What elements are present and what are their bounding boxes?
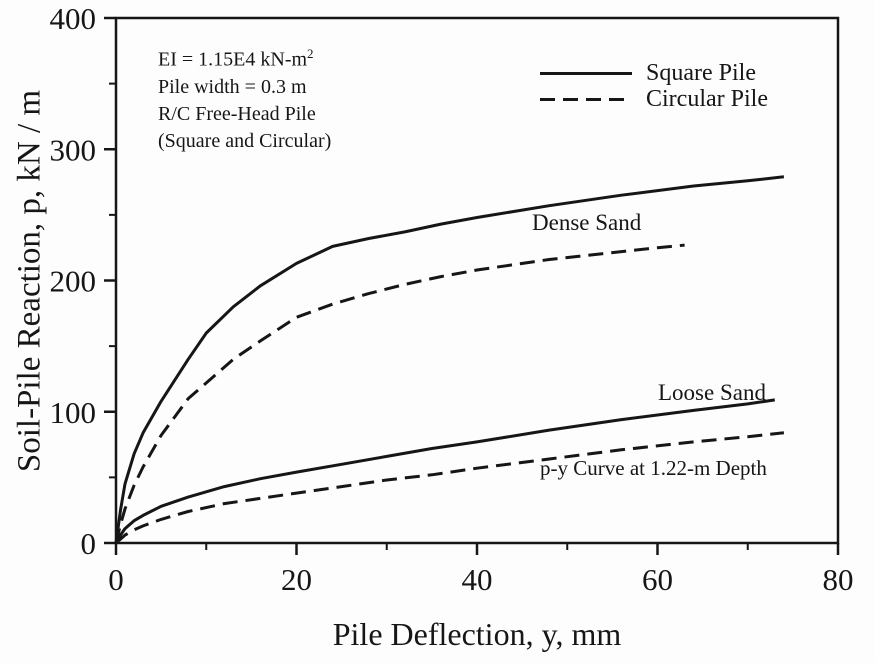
y-tick-label: 200	[50, 264, 97, 299]
dense-sand-label: Dense Sand	[532, 210, 642, 235]
dashed-line-sample	[540, 97, 632, 101]
legend-label-circular: Circular Pile	[646, 85, 768, 112]
legend-item-circular-pile: Circular Pile	[540, 86, 768, 112]
y-axis-title: Soil-Pile Reaction, p, kN / m	[11, 89, 48, 473]
x-tick-label: 0	[108, 562, 124, 597]
note-line-ei-text: EI = 1.15E4 kN-m	[158, 48, 308, 71]
curve-loose-sand-square-pile	[114, 398, 776, 544]
note-line-ei: EI = 1.15E4 kN-m2	[158, 40, 331, 74]
note-line-pile-type: R/C Free-Head Pile	[158, 102, 316, 125]
y-tick-label: 400	[50, 1, 97, 36]
x-axis-title: Pile Deflection, y, mm	[332, 616, 622, 652]
curve-dense-sand-square-pile	[114, 175, 785, 544]
solid-line-sample	[540, 71, 632, 75]
pile-properties-note: EI = 1.15E4 kN-m2 Pile width = 0.3 m R/C…	[158, 40, 331, 155]
y-tick-label: 100	[50, 395, 97, 430]
note-line-width: Pile width = 0.3 m	[158, 75, 307, 98]
x-tick-label: 60	[642, 562, 673, 597]
loose-sand-label: Loose Sand	[658, 380, 766, 405]
depth-annotation: p-y Curve at 1.22-m Depth	[540, 456, 767, 480]
curve-dense-sand-circular-pile	[114, 243, 685, 544]
x-tick-label: 40	[462, 562, 493, 597]
legend-label-square: Square Pile	[646, 59, 756, 86]
y-tick-label: 0	[81, 526, 97, 561]
y-tick-label: 300	[50, 132, 97, 167]
note-line-shapes: (Square and Circular)	[158, 129, 332, 152]
x-tick-label: 80	[823, 562, 854, 597]
legend: Square Pile Circular Pile	[540, 60, 768, 112]
legend-item-square-pile: Square Pile	[540, 60, 768, 86]
note-superscript: 2	[307, 46, 314, 61]
x-tick-label: 20	[281, 562, 312, 597]
curve-loose-sand-circular-pile	[115, 431, 785, 545]
